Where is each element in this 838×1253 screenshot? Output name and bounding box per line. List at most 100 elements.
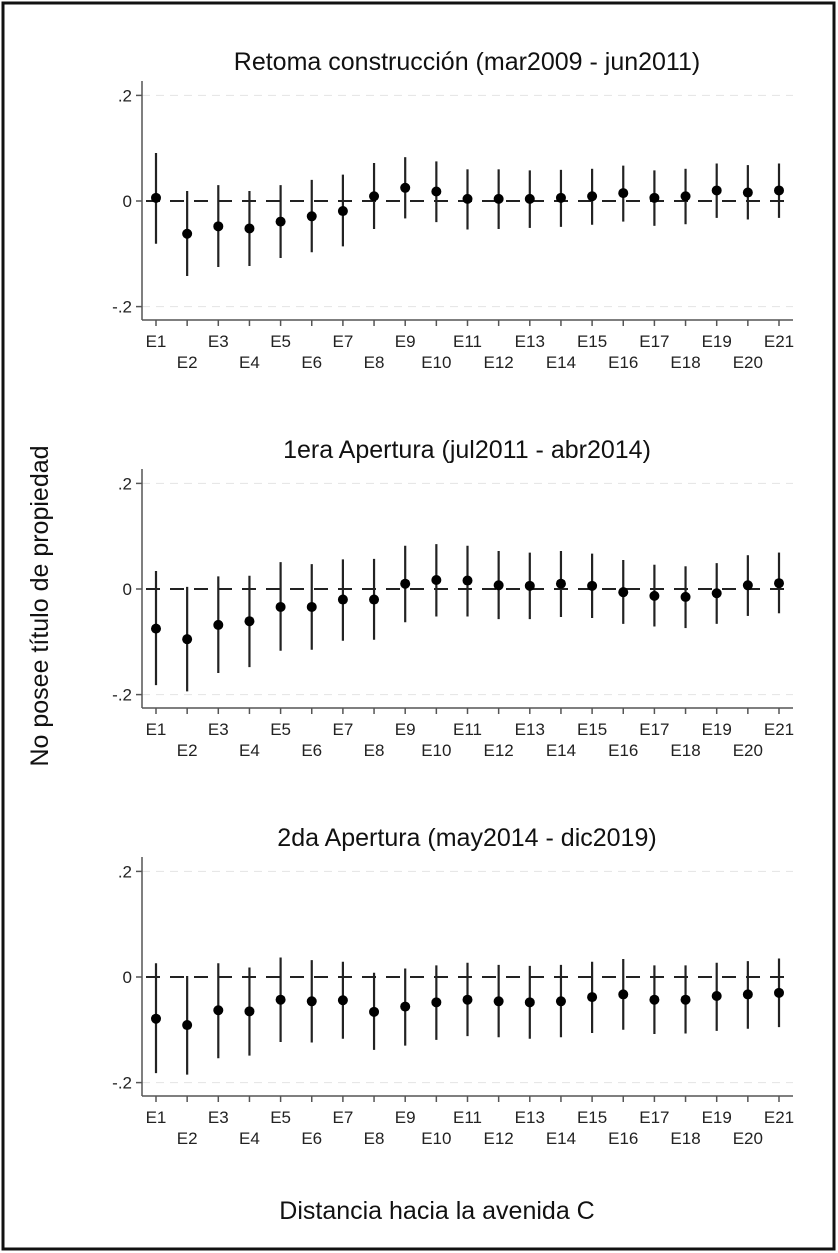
x-tick-label: E21 [764,1108,794,1127]
y-tick-label: -.2 [112,1074,132,1093]
x-tick-label: E17 [639,1108,669,1127]
x-tick-label: E15 [577,1108,607,1127]
x-tick-label: E8 [364,741,385,760]
point-estimate [306,601,317,612]
point-estimate [369,191,380,202]
x-tick-label: E5 [270,720,291,739]
x-tick-label: E13 [515,1108,545,1127]
x-tick-label: E12 [484,353,514,372]
x-tick-label: E10 [421,741,451,760]
point-estimate [306,996,317,1007]
x-tick-label: E11 [453,720,482,739]
x-tick-label: E20 [733,353,763,372]
point-estimate [680,591,691,602]
point-estimate [711,185,722,196]
point-estimate [337,206,348,217]
x-tick-label: E3 [208,332,229,351]
x-tick-label: E15 [577,720,607,739]
x-tick-label: E14 [546,741,576,760]
point-estimate [337,594,348,605]
point-estimate [587,992,598,1003]
point-estimate [742,187,753,198]
point-estimate [182,634,193,645]
point-estimate [618,188,629,199]
y-tick-label: .2 [118,862,132,881]
x-tick-label: E9 [395,1108,416,1127]
x-tick-label: E1 [146,720,167,739]
y-tick-label: 0 [123,192,132,211]
y-tick-label: 0 [123,968,132,987]
x-tick-label: E6 [301,741,322,760]
x-tick-label: E18 [670,741,700,760]
x-tick-label: E19 [702,332,732,351]
x-tick-label: E9 [395,720,416,739]
x-tick-label: E2 [177,353,198,372]
point-estimate [213,619,224,630]
x-tick-label: E16 [608,1129,638,1148]
point-estimate [618,587,629,598]
point-estimate [306,211,317,222]
x-tick-label: E15 [577,332,607,351]
x-tick-label: E20 [733,741,763,760]
x-tick-label: E18 [670,353,700,372]
y-axis-label: No posee título de propiedad [26,445,54,766]
x-tick-label: E11 [453,1108,482,1127]
point-estimate [400,182,411,193]
x-tick-label: E5 [270,332,291,351]
point-estimate [244,223,255,234]
point-estimate [680,994,691,1005]
y-tick-label: 0 [123,580,132,599]
panel-title: 2da Apertura (may2014 - dic2019) [277,824,656,852]
x-tick-label: E16 [608,353,638,372]
x-tick-label: E19 [702,720,732,739]
point-estimate [587,580,598,591]
x-tick-label: E19 [702,1108,732,1127]
y-tick-label: .2 [118,474,132,493]
point-estimate [524,997,535,1008]
x-tick-label: E16 [608,741,638,760]
point-estimate [742,989,753,1000]
x-tick-label: E6 [301,1129,322,1148]
x-tick-label: E9 [395,332,416,351]
point-estimate [431,997,442,1008]
point-estimate [462,193,473,204]
point-estimate [244,616,255,627]
x-tick-label: E12 [484,741,514,760]
point-estimate [182,228,193,239]
x-tick-label: E7 [333,332,354,351]
point-estimate [275,601,286,612]
x-tick-label: E3 [208,1108,229,1127]
point-estimate [462,575,473,586]
point-estimate [649,994,660,1005]
point-estimate [711,991,722,1002]
point-estimate [524,193,535,204]
point-estimate [618,989,629,1000]
x-tick-label: E8 [364,1129,385,1148]
x-tick-label: E11 [453,332,482,351]
x-tick-label: E6 [301,353,322,372]
x-tick-label: E13 [515,332,545,351]
point-estimate [555,996,566,1007]
x-tick-label: E4 [239,353,260,372]
x-axis-label: Distancia hacia la avenida C [279,1197,594,1225]
point-estimate [774,185,784,196]
point-estimate [431,575,442,586]
point-estimate [275,216,286,227]
y-tick-label: .2 [118,86,132,105]
point-estimate [431,186,442,197]
point-estimate [151,623,161,634]
point-estimate [213,221,224,232]
point-estimate [213,1005,224,1016]
x-tick-label: E10 [421,353,451,372]
point-estimate [369,1006,380,1017]
x-tick-label: E1 [146,1108,167,1127]
panel-3: 2da Apertura (may2014 - dic2019) .2 0 -.2 E1… [112,824,794,1148]
x-tick-label: E14 [546,1129,576,1148]
panel-1: Retoma construcción (mar2009 - jun2011).… [112,48,794,372]
point-estimate [555,578,566,589]
point-estimate [151,1013,161,1024]
x-tick-label: E21 [764,332,794,351]
x-tick-label: E21 [764,720,794,739]
point-estimate [493,193,504,204]
